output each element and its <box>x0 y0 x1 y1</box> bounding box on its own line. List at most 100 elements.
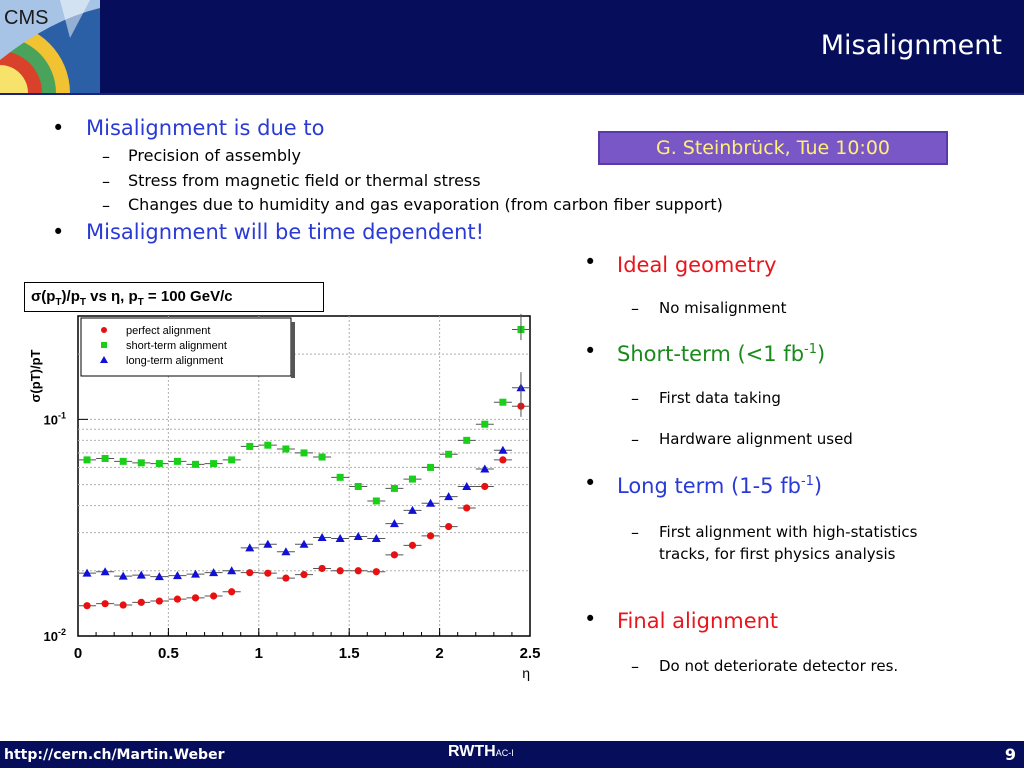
page-number: 9 <box>1004 745 1016 764</box>
plot-title: σ(pT)/pT vs η, pT = 100 GeV/c <box>31 288 233 308</box>
dash: – <box>631 430 639 449</box>
data-point-2 <box>426 498 436 507</box>
data-point-2 <box>299 539 309 548</box>
data-point-1 <box>246 442 254 450</box>
data-point-2 <box>100 567 110 576</box>
data-point-0 <box>155 597 163 605</box>
data-point-0 <box>173 595 182 603</box>
data-point-1 <box>390 484 398 492</box>
bullet-dot: • <box>52 116 65 140</box>
data-point-1 <box>264 441 272 449</box>
data-point-2 <box>136 570 146 579</box>
data-point-0 <box>101 600 109 608</box>
legend-label: long-term alignment <box>126 355 223 367</box>
bullet-dot: • <box>584 607 597 631</box>
data-point-2 <box>227 566 237 575</box>
rwth-logo: RWTHAC-I <box>448 743 514 760</box>
data-point-1 <box>155 460 163 468</box>
data-point-1 <box>101 454 109 462</box>
data-point-2 <box>335 533 345 542</box>
data-point-0 <box>336 567 344 575</box>
x-tick-label: 1.5 <box>339 645 360 662</box>
data-point-2 <box>245 543 255 552</box>
data-point-1 <box>83 456 91 464</box>
x-tick-label: 2.5 <box>520 645 541 662</box>
data-point-2 <box>263 539 273 548</box>
dash: – <box>102 196 110 215</box>
data-point-0 <box>300 571 308 579</box>
data-point-1 <box>499 398 507 406</box>
data-point-1 <box>228 456 236 464</box>
data-point-0 <box>372 568 380 576</box>
x-tick-label: 0.5 <box>158 645 179 662</box>
header-rule <box>0 93 1024 95</box>
sub-item: Do not deteriorate detector res. <box>659 657 899 675</box>
x-tick-label: 0 <box>74 645 82 662</box>
data-point-0 <box>408 541 417 549</box>
svg-text:CMS: CMS <box>4 7 48 29</box>
bullet-short-term: Short-term (<1 fb-1) <box>617 342 826 366</box>
sub-item: No misalignment <box>659 299 787 317</box>
data-point-0 <box>481 482 489 491</box>
data-point-1 <box>300 449 308 457</box>
data-point-2 <box>480 464 490 473</box>
data-point-0 <box>137 598 145 606</box>
bullet-final-alignment: Final alignment <box>617 609 779 633</box>
legend-marker <box>101 342 107 348</box>
dash: – <box>631 389 639 408</box>
speaker-tag: G. Steinbrück, Tue 10:00 <box>598 131 948 165</box>
legend-label: short-term alignment <box>126 340 227 352</box>
legend-shadow <box>291 322 295 378</box>
dash: – <box>631 657 639 676</box>
data-point-1 <box>354 482 362 490</box>
data-point-0 <box>83 602 91 610</box>
data-point-2 <box>444 492 454 501</box>
slide-title: Misalignment <box>820 30 1002 61</box>
data-point-1 <box>119 457 127 465</box>
data-point-2 <box>462 481 472 490</box>
data-point-1 <box>192 460 200 468</box>
cms-logo: CMS <box>0 0 100 93</box>
bullet-ideal-geometry: Ideal geometry <box>617 253 777 277</box>
plot-title-box: σ(pT)/pT vs η, pT = 100 GeV/c <box>24 282 324 312</box>
dash: – <box>102 147 110 166</box>
data-point-0 <box>463 504 471 512</box>
bullet-dot: • <box>584 339 597 363</box>
legend-box <box>80 317 292 377</box>
data-point-1 <box>372 497 380 505</box>
data-point-0 <box>426 532 435 540</box>
data-point-0 <box>119 601 127 609</box>
data-point-0 <box>390 551 398 559</box>
x-tick-label: 1 <box>255 645 263 662</box>
data-point-2 <box>407 505 417 514</box>
data-point-1 <box>427 463 435 471</box>
y-tick-label: 10-2 <box>44 627 66 644</box>
data-point-2 <box>281 547 291 556</box>
data-point-2 <box>118 571 128 580</box>
sub-item: Stress from magnetic field or thermal st… <box>128 171 481 190</box>
bullet-dot: • <box>584 471 597 495</box>
x-tick-label: 2 <box>435 645 443 662</box>
data-point-2 <box>353 531 363 540</box>
data-point-1 <box>282 445 290 453</box>
y-axis-label: σ(pT)/pT <box>28 349 43 402</box>
data-point-0 <box>318 564 326 573</box>
data-point-1 <box>137 459 145 467</box>
data-point-1 <box>445 450 453 458</box>
footer-url: http://cern.ch/Martin.Weber <box>4 747 225 763</box>
data-point-1 <box>408 475 416 483</box>
resolution-chart: 0 0.5 1 1.5 2 2.5 10-2 10-1 η σ(pT)/pT perfect ali… <box>28 313 541 681</box>
data-point-1 <box>336 473 344 481</box>
bullet-long-term: Long term (1-5 fb-1) <box>617 474 823 498</box>
data-point-0 <box>354 567 362 575</box>
sub-item: Precision of assembly <box>128 146 301 165</box>
data-point-0 <box>264 569 272 577</box>
data-point-2 <box>389 519 399 528</box>
data-point-0 <box>282 574 290 582</box>
data-point-2 <box>191 569 201 578</box>
data-point-1 <box>318 453 326 461</box>
data-point-0 <box>445 522 453 531</box>
data-point-0 <box>210 592 218 600</box>
sub-item: Changes due to humidity and gas evaporat… <box>128 195 723 214</box>
data-point-2 <box>498 445 508 454</box>
